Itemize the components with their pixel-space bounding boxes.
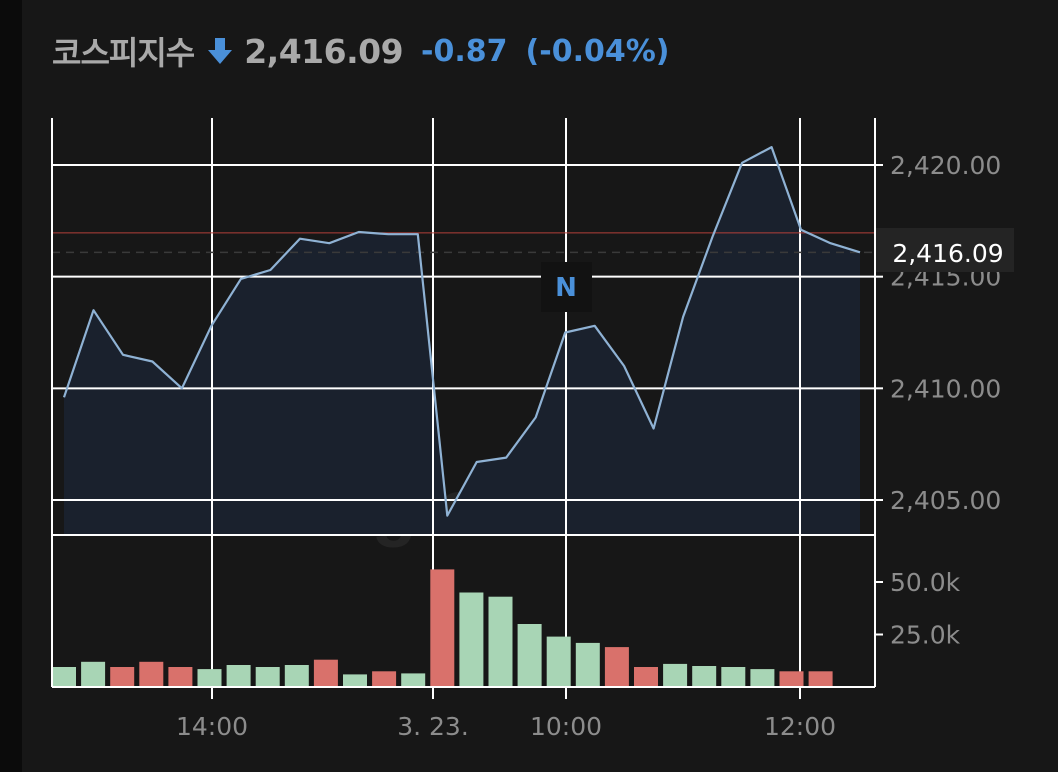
volume-bar (488, 596, 513, 687)
volume-bar (343, 674, 367, 687)
volume-tick-label: 50.0k (890, 568, 961, 597)
last-price-label: 2,416.09 (892, 239, 1003, 268)
price-axis-labels: 2,420.002,415.002,410.002,405.00 (875, 151, 1001, 515)
price-area-fill (64, 147, 860, 535)
volume-bar (430, 569, 455, 687)
volume-bar (168, 667, 193, 687)
volume-bar (52, 667, 76, 687)
price-gridlines (52, 164, 875, 536)
volume-bar (313, 659, 338, 687)
price-area (64, 147, 860, 535)
volume-bar (401, 673, 426, 687)
price-change: -0.87 (421, 33, 508, 69)
previous-close-line (52, 232, 875, 254)
volume-bar (284, 665, 309, 687)
price-tick-label: 2,410.00 (890, 374, 1001, 403)
volume-bar (634, 667, 658, 687)
volume-bar (372, 671, 397, 688)
volume-bar (197, 669, 222, 687)
volume-bar (721, 667, 746, 687)
volume-bars (52, 569, 833, 688)
news-marker-label: N (555, 273, 577, 303)
volume-bar (459, 592, 484, 687)
volume-bar (692, 666, 717, 687)
price-tick-label: 2,405.00 (890, 486, 1001, 515)
volume-bar (110, 667, 135, 687)
volume-bar (255, 667, 280, 687)
news-marker[interactable]: N (541, 262, 592, 312)
volume-bar (139, 661, 164, 687)
volume-bar (517, 624, 542, 687)
price-change-percent: (-0.04%) (525, 33, 670, 69)
axes (51, 118, 876, 688)
volume-bar (81, 661, 106, 687)
time-axis-labels: 14:00 3. 23. 10:00 12:00 (176, 712, 836, 741)
volume-bar (546, 636, 571, 687)
left-edge (0, 0, 22, 772)
volume-bar (808, 671, 833, 688)
down-arrow-icon (208, 38, 233, 64)
last-price-tag: 2,416.09 (876, 228, 1014, 272)
time-tick-label: 10:00 (530, 712, 602, 741)
volume-bar (779, 671, 804, 688)
time-tick-label: 3. 23. (397, 712, 469, 741)
price-line (62, 146, 861, 517)
volume-axis-labels: 50.0k 25.0k (875, 568, 961, 650)
volume-bar (226, 665, 251, 687)
time-tick-label: 14:00 (176, 712, 248, 741)
price-series-line (62, 146, 861, 517)
quote-header: 코스피지수 2,416.09 -0.87 (-0.04%) (52, 26, 669, 76)
volume-bar (604, 647, 629, 687)
index-title: 코스피지수 (52, 34, 195, 72)
volume-bar (575, 642, 600, 687)
time-tick-label: 12:00 (764, 712, 836, 741)
time-gridlines (211, 118, 801, 699)
current-price: 2,416.09 (244, 31, 404, 71)
volume-bar (663, 663, 688, 687)
volume-tick-label: 25.0k (890, 621, 961, 650)
price-tick-label: 2,420.00 (890, 151, 1001, 180)
volume-bar (750, 669, 775, 687)
